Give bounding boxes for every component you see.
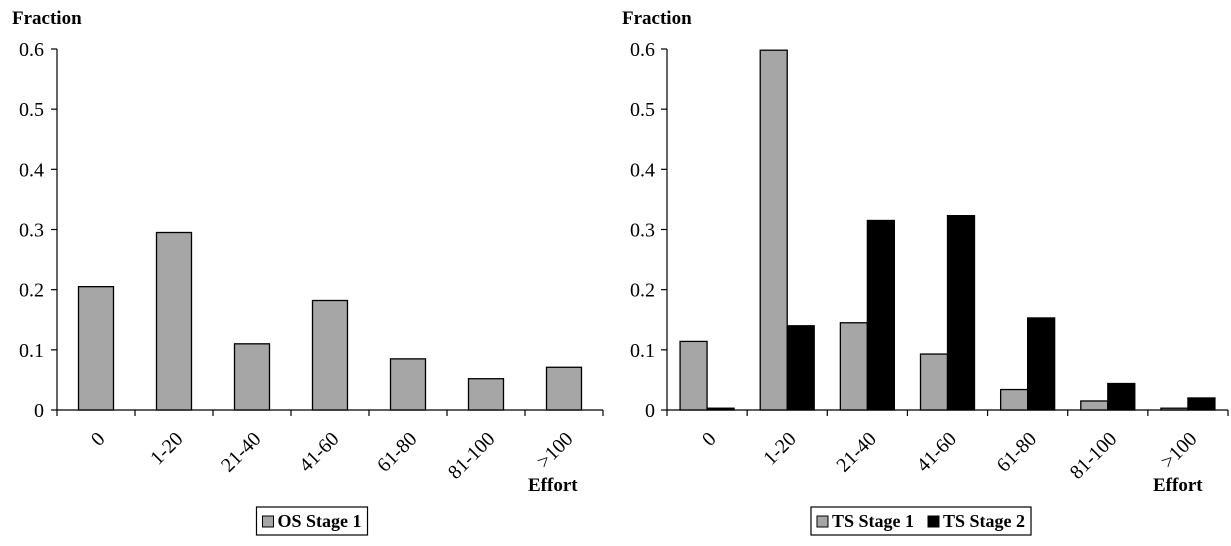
bar-ts-stage-1-1	[679, 340, 708, 411]
y-tick-label: 0.3	[19, 220, 44, 242]
legend: OS Stage 1	[255, 506, 369, 536]
y-tick-label: 0.3	[630, 220, 655, 242]
bar-ts-stage-1-3	[839, 322, 869, 411]
x-tick-label: >100	[533, 428, 578, 473]
bar-ts-stage-1-2	[759, 49, 788, 411]
x-axis-title: Effort	[528, 475, 578, 496]
legend-label-ts-stage-1: TS Stage 1	[832, 511, 914, 531]
legend-label-ts-stage-2: TS Stage 2	[943, 511, 1025, 531]
x-tick-label: 41-60	[295, 428, 344, 477]
bar-os-stage-1-4	[311, 299, 349, 411]
y-tick-label: 0.2	[19, 280, 44, 302]
y-tick-label: 0.5	[630, 99, 655, 121]
x-tick-label: 21-40	[832, 428, 881, 477]
x-tick-label: 1-20	[759, 428, 800, 469]
y-tick-label: 0	[34, 400, 44, 422]
bar-ts-stage-2-2	[786, 325, 815, 411]
bar-os-stage-1-1	[77, 286, 115, 411]
bar-os-stage-1-2	[155, 231, 193, 411]
y-tick-label: 0.5	[19, 99, 44, 121]
bar-ts-stage-2-7	[1187, 397, 1216, 411]
bar-os-stage-1-3	[233, 343, 271, 411]
legend-swatch-os-stage-1	[261, 515, 274, 528]
y-axis-title: Fraction	[622, 8, 692, 29]
legend-swatch-ts-stage-1	[816, 515, 829, 528]
y-tick-label: 0.1	[19, 340, 44, 362]
x-tick-label: >100	[1157, 428, 1202, 473]
bar-os-stage-1-6	[467, 378, 505, 411]
bar-os-stage-1-5	[389, 358, 427, 411]
legend-box	[255, 506, 369, 536]
x-tick-label: 0	[698, 428, 721, 451]
bar-ts-stage-1-5	[999, 388, 1029, 411]
bar-ts-stage-1-7	[1160, 407, 1189, 411]
x-tick-label: 61-80	[373, 428, 422, 477]
bar-ts-stage-2-6	[1107, 382, 1136, 411]
y-tick-label: 0.1	[630, 340, 655, 362]
y-tick-label: 0.4	[19, 159, 44, 181]
legend-label-os-stage-1: OS Stage 1	[277, 511, 361, 531]
y-tick-label: 0.6	[19, 39, 44, 61]
bar-ts-stage-1-6	[1080, 400, 1109, 411]
y-tick-label: 0.6	[630, 39, 655, 61]
legend: TS Stage 1 TS Stage 2	[810, 506, 1032, 536]
bar-ts-stage-1-4	[919, 353, 949, 411]
legend-swatch-ts-stage-2	[927, 515, 940, 528]
chart-2: Fraction 0 0.1 0.2 0.3 0.4 0.5 0.6 0 1-20 21-40 41-…	[622, 8, 1229, 536]
y-tick-label: 0.2	[630, 280, 655, 302]
bar-os-stage-1-7	[545, 366, 583, 411]
x-tick-label: 1-20	[146, 428, 187, 469]
y-tick-label: 0.4	[630, 159, 655, 181]
x-tick-label: 0	[87, 428, 110, 451]
x-tick-label: 81-100	[444, 428, 500, 484]
x-tick-label: 41-60	[912, 428, 961, 477]
legend-box	[810, 506, 1032, 536]
chart-1: Fraction 0 0.1 0.2 0.3 0.4 0.5 0.6 0 1-20 21-40 41-…	[12, 8, 604, 536]
x-axis-title: Effort	[1153, 475, 1203, 496]
y-axis-title: Fraction	[12, 8, 82, 29]
x-tick-label: 61-80	[993, 428, 1042, 477]
bar-ts-stage-2-3	[866, 219, 896, 411]
bar-ts-stage-2-1	[706, 407, 735, 411]
x-tick-label: 81-100	[1066, 428, 1122, 484]
y-tick-label: 0	[645, 400, 655, 422]
x-tick-label: 21-40	[217, 428, 266, 477]
bar-ts-stage-2-5	[1026, 317, 1056, 411]
bar-ts-stage-2-4	[946, 215, 976, 411]
